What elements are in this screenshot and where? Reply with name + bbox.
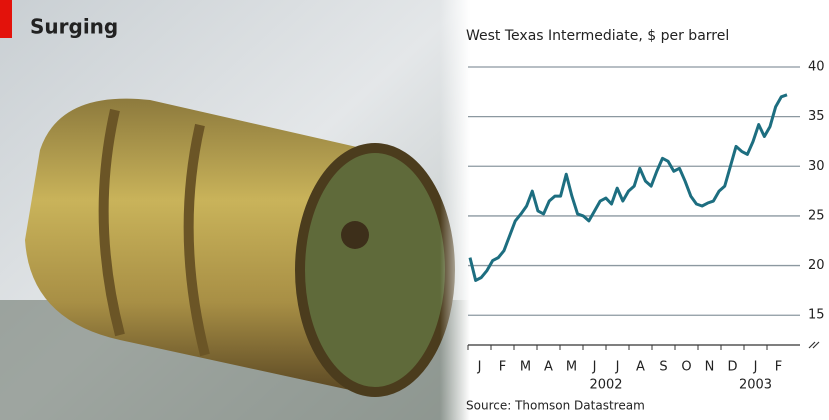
x-tick-label: D	[727, 360, 737, 375]
x-tick-label: J	[753, 360, 758, 375]
x-tick-label: A	[636, 360, 645, 375]
x-tick-label: M	[566, 360, 577, 375]
source-note: Source: Thomson Datastream	[466, 399, 645, 413]
x-tick-label: F	[775, 360, 782, 375]
y-tick-label: 30	[808, 159, 825, 174]
x-tick-label: J	[477, 360, 482, 375]
x-tick-label: F	[499, 360, 506, 375]
chart-title: Surging	[30, 15, 118, 39]
x-tick-label: N	[705, 360, 715, 375]
axis-break	[808, 341, 820, 349]
y-tick-label: 25	[808, 208, 825, 223]
x-tick-label: O	[681, 360, 691, 375]
y-tick-label: 20	[808, 258, 825, 273]
photo	[0, 0, 470, 420]
x-tick-label: M	[520, 360, 531, 375]
x-tick-label: S	[659, 360, 667, 375]
price-line	[468, 93, 788, 282]
y-tick-label: 40	[808, 60, 825, 75]
x-tick-label: J	[615, 360, 620, 375]
chart-subtitle: West Texas Intermediate, $ per barrel	[466, 28, 729, 44]
title-accent	[0, 0, 12, 38]
year-label: 2003	[739, 378, 772, 393]
year-label: 2002	[589, 378, 622, 393]
x-tick-label: J	[592, 360, 597, 375]
y-tick-label: 15	[808, 308, 825, 323]
y-tick-label: 35	[808, 109, 825, 124]
x-tick-label: A	[544, 360, 553, 375]
